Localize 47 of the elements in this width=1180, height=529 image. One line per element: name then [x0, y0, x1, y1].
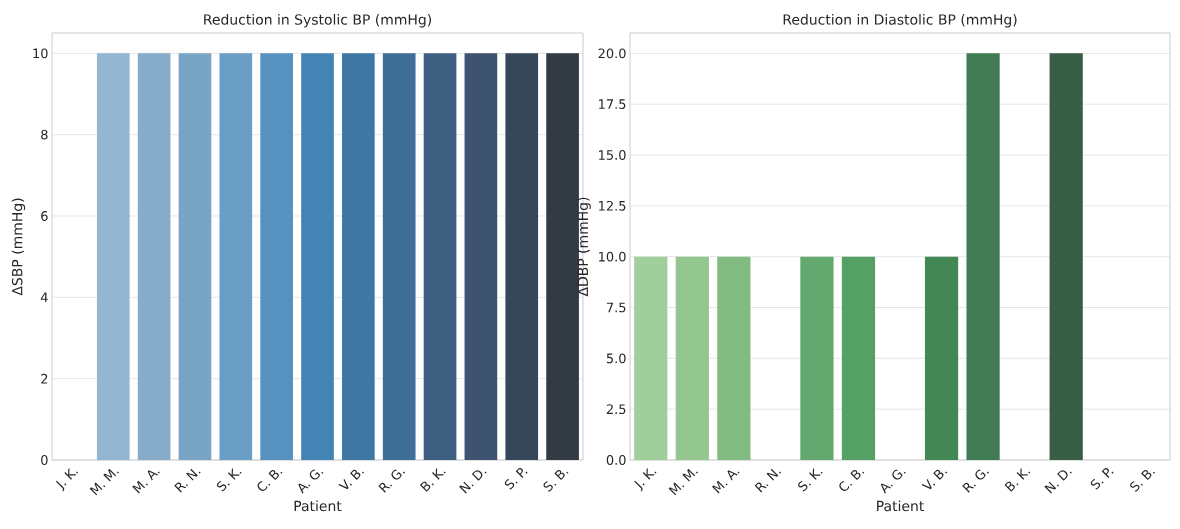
- y-tick-label: 15.0: [599, 150, 626, 160]
- y-tick-label: 5.0: [606, 353, 626, 364]
- x-tick-label: J. K.: [55, 467, 79, 492]
- y-tick-label: 10.0: [599, 251, 626, 262]
- y-tick-label: 12.5: [599, 200, 626, 211]
- y-tick-label: 20.0: [598, 48, 626, 59]
- x-tick-label: B. K.: [1004, 467, 1031, 492]
- y-tick-label: 2: [41, 373, 48, 384]
- y-axis-title: ΔSBP (mmHg): [11, 198, 26, 296]
- y-tick-label: 0.0: [606, 455, 626, 465]
- y-tick-label: 8: [41, 129, 48, 140]
- chart-title: Reduction in Systolic BP (mmHg): [204, 14, 432, 28]
- x-tick-label: R. G.: [378, 469, 406, 493]
- x-tick-label: S. B.: [1130, 469, 1156, 492]
- x-tick-label: C. B.: [839, 469, 865, 492]
- x-tick-label: R. N.: [174, 468, 201, 493]
- y-axis-title: ΔDBP (mmHg): [577, 197, 591, 297]
- x-tick-label: S. P.: [504, 467, 528, 490]
- x-axis-title: Patient: [877, 500, 924, 512]
- y-tick-label: 10: [33, 48, 48, 59]
- x-tick-label: C. B.: [257, 469, 283, 492]
- x-axis-title: Patient: [294, 500, 342, 512]
- x-tick-label: R. G.: [962, 469, 989, 493]
- x-tick-label: B. K.: [419, 467, 446, 492]
- x-tick-label: M. A.: [132, 470, 160, 494]
- x-tick-label: S. K.: [798, 468, 823, 492]
- x-tick-label: A. G.: [298, 469, 324, 494]
- x-tick-label: V. B.: [921, 469, 948, 490]
- x-tick-label: N. D.: [1044, 470, 1072, 494]
- y-tick-label: 0: [41, 455, 48, 465]
- x-tick-label: S. K.: [216, 468, 242, 492]
- x-tick-label: N. D.: [459, 470, 487, 494]
- x-tick-label: S. B.: [543, 469, 569, 492]
- x-tick-label: J. K.: [634, 467, 657, 492]
- x-tick-label: R. N.: [754, 468, 782, 493]
- x-tick-label: M. A.: [712, 470, 740, 494]
- x-tick-label: A. G.: [880, 469, 906, 494]
- y-tick-label: 6: [41, 211, 48, 221]
- chart-title: Reduction in Diastolic BP (mmHg): [783, 14, 1017, 28]
- x-tick-label: M. M.: [89, 468, 119, 496]
- y-tick-label: 7.5: [606, 302, 626, 313]
- x-tick-label: S. P.: [1090, 467, 1114, 490]
- y-tick-label: 2.5: [606, 404, 626, 415]
- x-tick-label: M. M.: [668, 468, 698, 496]
- x-tick-label: V. B.: [338, 469, 365, 490]
- y-tick-label: 4: [40, 292, 48, 303]
- y-tick-label: 17.5: [599, 99, 626, 109]
